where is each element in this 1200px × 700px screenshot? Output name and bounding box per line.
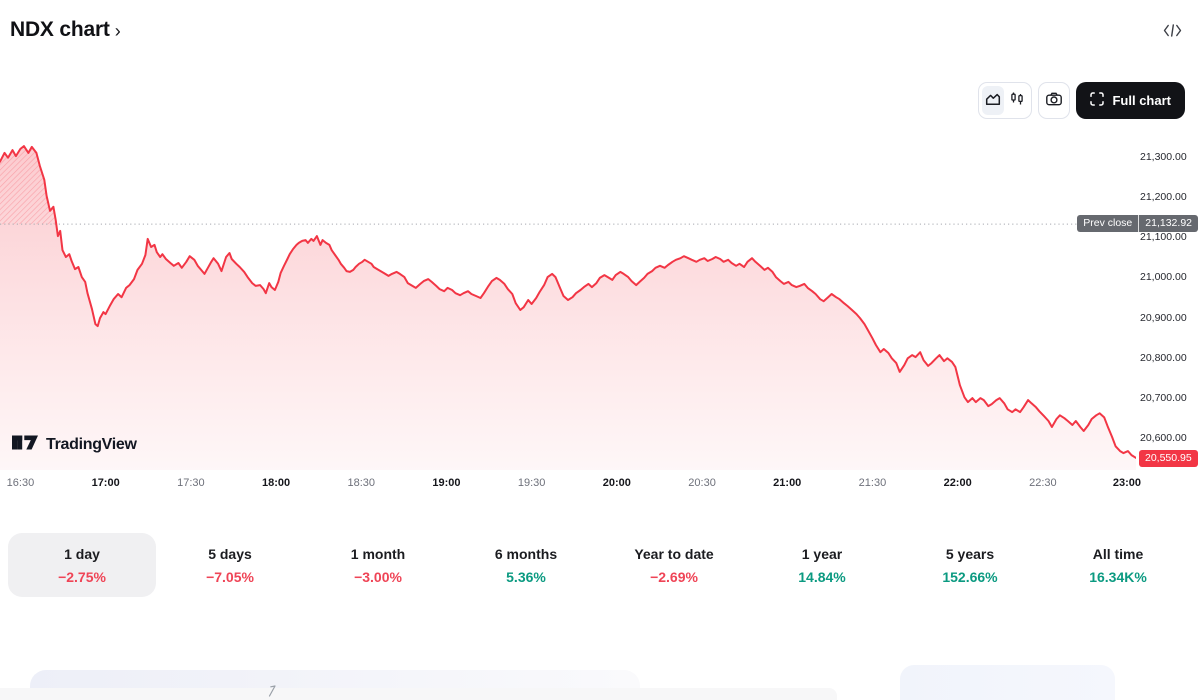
time-axis-label: 22:00	[943, 477, 972, 489]
price-axis-label: 20,600.00	[1140, 432, 1187, 445]
period-tab-label: 1 day	[64, 545, 100, 562]
price-chart[interactable]: 21,300.00 21,200.00 21,100.00 21,000.00 20,9…	[0, 0, 1200, 530]
price-axis-label: 21,200.00	[1140, 191, 1187, 204]
price-axis-label: 21,000.00	[1140, 271, 1187, 284]
period-tab-label: 6 months	[494, 545, 558, 562]
period-tab-change: 5.36%	[506, 568, 546, 585]
full-chart-label: Full chart	[1112, 93, 1171, 108]
prev-close-label: Prev close	[1077, 215, 1139, 233]
clipped-glyph-icon	[266, 684, 278, 700]
chart-canvas[interactable]	[0, 130, 1136, 470]
time-axis-label: 21:30	[858, 477, 887, 489]
period-tab-label: 1 month	[350, 545, 406, 562]
time-axis-label: 22:30	[1029, 477, 1057, 489]
page-title: NDX chart	[10, 18, 110, 41]
tradingview-logo-icon	[12, 433, 39, 457]
chart-type-segmented-control	[978, 82, 1033, 119]
screenshot-button[interactable]	[1038, 82, 1071, 119]
period-tab-change: −7.05%	[206, 568, 254, 585]
tradingview-attribution[interactable]: TradingView	[12, 433, 137, 457]
full-chart-button[interactable]: Full chart	[1076, 82, 1185, 119]
period-tab-1-year[interactable]: 1 year 14.84%	[748, 533, 896, 597]
embed-code-button[interactable]	[1160, 22, 1184, 42]
period-tab-change: 152.66%	[942, 568, 998, 585]
clipped-strip	[0, 688, 837, 700]
chart-toolbar: Full chart	[978, 82, 1185, 119]
price-axis-label: 20,800.00	[1140, 351, 1187, 364]
period-tab-all-time[interactable]: All time 16.34K%	[1044, 533, 1192, 597]
period-tab-6-months[interactable]: 6 months 5.36%	[452, 533, 600, 597]
prev-close-badge: Prev close 21,132.92	[1077, 215, 1198, 233]
time-axis-label: 17:00	[91, 477, 120, 489]
clipped-card-right	[900, 665, 1115, 700]
period-tab-1-month[interactable]: 1 month −3.00%	[304, 533, 452, 597]
fullscreen-icon	[1090, 92, 1105, 109]
candlestick-icon	[1009, 92, 1025, 109]
camera-icon	[1045, 91, 1063, 110]
time-axis-label: 18:30	[347, 477, 375, 489]
price-axis-label: 20,700.00	[1140, 392, 1187, 405]
time-axis-label: 21:00	[773, 477, 802, 489]
prev-close-value: 21,132.92	[1138, 215, 1198, 233]
period-tab-year-to-date[interactable]: Year to date −2.69%	[600, 533, 748, 597]
header: NDX chart ›	[10, 18, 121, 42]
time-axis-label: 17:30	[177, 477, 205, 489]
period-tab-label: 5 years	[945, 545, 995, 562]
period-tab-1-day[interactable]: 1 day −2.75%	[8, 533, 156, 597]
period-tab-change: −2.69%	[650, 568, 698, 585]
price-axis-label: 21,300.00	[1140, 150, 1187, 163]
period-tab-change: −2.75%	[58, 568, 106, 585]
time-axis-label: 23:00	[1112, 477, 1141, 489]
period-tabs: 1 day −2.75% 5 days −7.05% 1 month −3.00% 6 mo…	[8, 533, 1192, 597]
area-chart-icon	[985, 92, 1001, 109]
time-axis-label: 18:00	[261, 477, 291, 489]
price-axis-label: 21,100.00	[1140, 231, 1187, 244]
code-icon	[1162, 22, 1183, 42]
tradingview-wordmark: TradingView	[46, 436, 137, 453]
time-axis-label: 16:30	[6, 477, 35, 489]
last-price-badge: 20,550.95	[1139, 449, 1198, 467]
time-axis-label: 19:30	[517, 477, 546, 489]
period-tab-5-years[interactable]: 5 years 152.66%	[896, 533, 1044, 597]
period-tab-change: 14.84%	[798, 568, 846, 585]
area-chart-type-button[interactable]	[982, 86, 1005, 115]
period-tab-label: 1 year	[801, 545, 843, 562]
period-tab-change: −3.00%	[354, 568, 402, 585]
time-axis-label: 20:30	[688, 477, 716, 489]
period-tab-change: 16.34K%	[1089, 568, 1147, 585]
chevron-right-icon[interactable]: ›	[114, 20, 121, 41]
time-axis-label: 19:00	[432, 477, 461, 489]
candlestick-chart-type-button[interactable]	[1006, 86, 1028, 115]
period-tab-5-days[interactable]: 5 days −7.05%	[156, 533, 304, 597]
period-tab-label: 5 days	[208, 545, 252, 562]
price-axis-label: 20,900.00	[1140, 311, 1187, 324]
period-tab-label: All time	[1092, 545, 1144, 562]
period-tab-label: Year to date	[634, 545, 714, 562]
time-axis-label: 20:00	[602, 477, 631, 489]
